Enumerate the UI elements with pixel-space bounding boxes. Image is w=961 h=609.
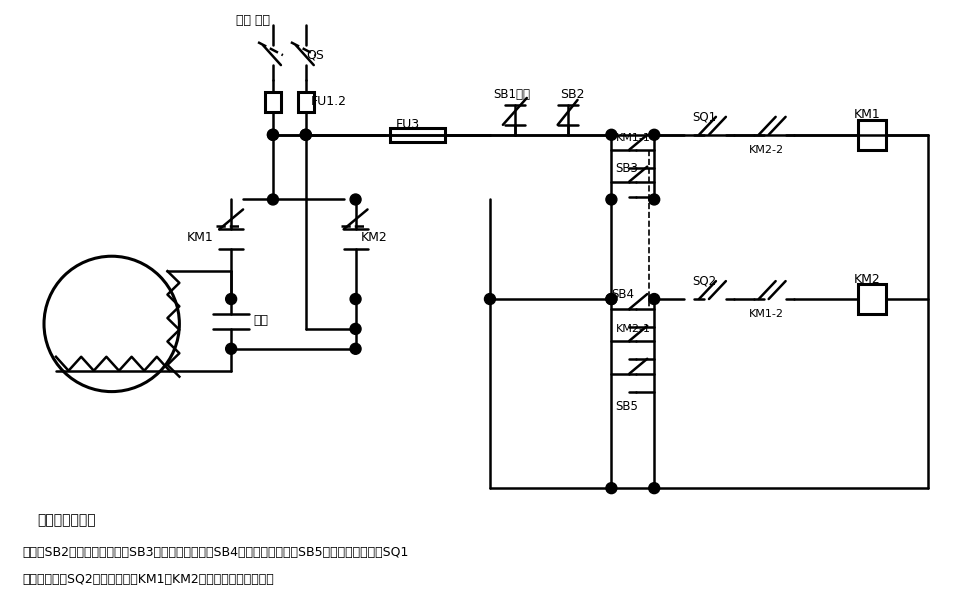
Text: SB5: SB5 [615, 400, 637, 413]
Circle shape [605, 129, 616, 140]
Circle shape [648, 129, 659, 140]
Text: FU3: FU3 [395, 118, 419, 132]
Text: KM2-2: KM2-2 [748, 145, 783, 155]
Circle shape [350, 294, 360, 304]
Circle shape [267, 129, 278, 140]
Circle shape [300, 129, 311, 140]
Circle shape [226, 343, 236, 354]
Text: FU1.2: FU1.2 [310, 96, 346, 108]
Circle shape [605, 294, 616, 304]
Text: SQ1: SQ1 [691, 110, 715, 124]
Circle shape [267, 129, 278, 140]
Bar [298, 92, 313, 112]
Text: SB3: SB3 [615, 162, 637, 175]
Text: SB1停止: SB1停止 [492, 88, 530, 102]
Text: SB4: SB4 [611, 287, 633, 301]
Text: 单相电容电动机: 单相电容电动机 [37, 513, 95, 527]
Text: KM1-1: KM1-1 [615, 133, 650, 143]
Circle shape [605, 194, 616, 205]
Text: KM2-1: KM2-1 [615, 324, 650, 334]
Text: SB2: SB2 [559, 88, 583, 102]
Bar [857, 120, 885, 150]
Bar [857, 284, 885, 314]
Bar [264, 92, 281, 112]
Circle shape [484, 294, 495, 304]
Circle shape [648, 194, 659, 205]
Text: KM1: KM1 [186, 231, 213, 244]
Bar [390, 128, 445, 142]
Text: 为最高限位，SQ2为最低限位。KM1、KM2可用中间继电器代替。: 为最高限位，SQ2为最低限位。KM1、KM2可用中间继电器代替。 [22, 573, 274, 586]
Text: KM1-2: KM1-2 [748, 309, 783, 319]
Circle shape [350, 343, 360, 354]
Circle shape [605, 294, 616, 304]
Circle shape [648, 294, 659, 304]
Text: KM2: KM2 [360, 231, 387, 244]
Circle shape [300, 129, 311, 140]
Text: KM1: KM1 [852, 108, 879, 121]
Text: QS: QS [306, 49, 323, 62]
Circle shape [267, 194, 278, 205]
Text: KM2: KM2 [852, 273, 879, 286]
Text: 火线 零线: 火线 零线 [235, 14, 270, 27]
Circle shape [648, 483, 659, 494]
Circle shape [226, 294, 236, 304]
Text: SQ2: SQ2 [691, 275, 715, 287]
Text: 电容: 电容 [253, 314, 268, 328]
Circle shape [350, 194, 360, 205]
Text: 说明：SB2为上升启动按钮，SB3为上升点动按钮，SB4为下降启动按钮，SB5为下降点动按钮；SQ1: 说明：SB2为上升启动按钮，SB3为上升点动按钮，SB4为下降启动按钮，SB5为… [22, 546, 408, 559]
Circle shape [350, 323, 360, 334]
Circle shape [605, 483, 616, 494]
